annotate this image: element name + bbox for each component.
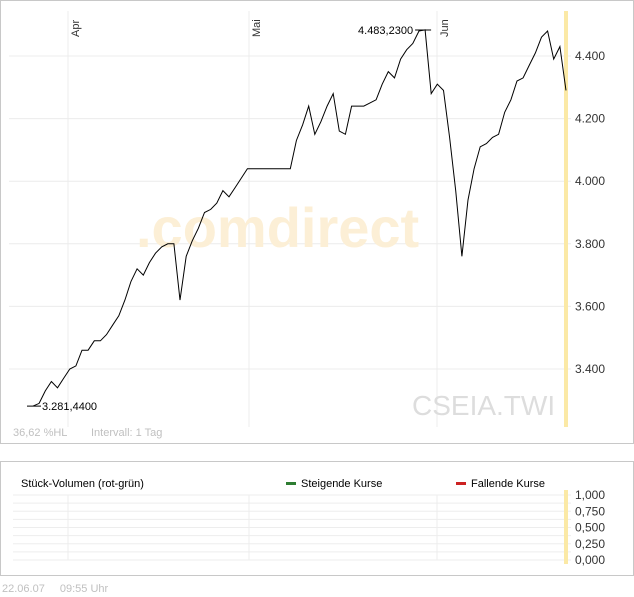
price-line (32, 29, 567, 407)
volume-chart: Stück-Volumen (rot-grün) Steigende Kurse… (13, 478, 605, 567)
volume-axis: 1,000 0,750 0,500 0,250 0,000 (575, 488, 605, 567)
range-info: 36,62 %HL (13, 427, 67, 439)
y-tick-label: 3.600 (575, 299, 605, 313)
month-label: Apr (70, 20, 82, 37)
volume-y-tick-label: 0,000 (575, 553, 605, 567)
volume-grid (13, 494, 571, 561)
y-tick-label: 3.800 (575, 237, 605, 251)
volume-y-tick-label: 0,750 (575, 504, 605, 518)
volume-y-tick-label: 0,250 (575, 537, 605, 551)
legend-rising-label: Steigende Kurse (301, 478, 382, 490)
y-tick-label: 4.200 (575, 112, 605, 126)
legend-rising-swatch (286, 482, 296, 485)
volume-y-tick-label: 1,000 (575, 488, 605, 502)
volume-chart-panel: Stück-Volumen (rot-grün) Steigende Kurse… (0, 461, 634, 576)
month-labels: Apr Mai Jun (70, 19, 451, 37)
interval-info: Intervall: 1 Tag (91, 427, 162, 439)
y-tick-label: 3.400 (575, 362, 605, 376)
month-label: Mai (251, 19, 263, 37)
legend-falling-swatch (456, 482, 466, 485)
current-day-highlight (564, 11, 568, 427)
volume-title: Stück-Volumen (rot-grün) (21, 478, 144, 490)
price-chart: .comdirect CSEIA.TWI 3.400 3.600 3.800 4.00… (9, 11, 605, 439)
volume-current-day-highlight (564, 490, 568, 564)
footer-timestamp: 22.06.07 09:55 Uhr (2, 583, 120, 595)
symbol-watermark: CSEIA.TWI (412, 390, 555, 421)
price-grid (9, 11, 571, 427)
y-tick-label: 4.000 (575, 174, 605, 188)
brand-watermark-com: .comdirect (136, 196, 419, 259)
min-label: 3.281,4400 (42, 401, 97, 413)
price-chart-panel: .comdirect CSEIA.TWI 3.400 3.600 3.800 4.00… (0, 0, 634, 444)
y-tick-label: 4.400 (575, 49, 605, 63)
max-label: 4.483,2300 (358, 25, 413, 37)
legend-falling-label: Fallende Kurse (471, 478, 545, 490)
footer-time: 09:55 Uhr (59, 583, 109, 595)
volume-y-tick-label: 0,500 (575, 521, 605, 535)
month-label: Jun (439, 19, 451, 37)
footer-date: 22.06.07 (2, 583, 45, 595)
price-axis: 3.400 3.600 3.800 4.000 4.200 4.400 (575, 49, 605, 376)
